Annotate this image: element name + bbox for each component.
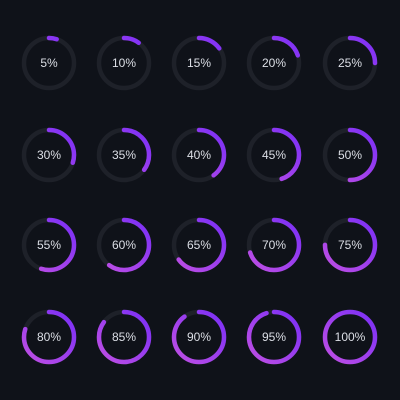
progress-ring: 70%: [246, 217, 302, 273]
progress-ring-label: 30%: [36, 148, 62, 162]
progress-ring-label: 85%: [111, 330, 137, 344]
progress-ring-label: 45%: [261, 148, 287, 162]
progress-ring-label: 50%: [337, 148, 363, 162]
progress-ring-arc: [171, 35, 227, 91]
progress-ring-graphic: [96, 127, 152, 183]
progress-ring-label: 65%: [186, 238, 212, 252]
progress-ring-arc: [21, 309, 77, 365]
progress-ring-label: 15%: [186, 56, 212, 70]
progress-ring-label: 70%: [261, 238, 287, 252]
progress-ring-graphic: [246, 127, 302, 183]
progress-ring-graphic: [322, 309, 378, 365]
progress-ring-graphic: [322, 35, 378, 91]
progress-ring: 40%: [171, 127, 227, 183]
progress-ring-label: 80%: [36, 330, 62, 344]
progress-ring-arc: [246, 127, 302, 183]
progress-ring-graphic: [246, 217, 302, 273]
progress-ring: 25%: [322, 35, 378, 91]
progress-ring: 50%: [322, 127, 378, 183]
progress-ring: 95%: [246, 309, 302, 365]
progress-ring-arc: [322, 217, 378, 273]
progress-ring-label: 40%: [186, 148, 212, 162]
progress-ring: 90%: [171, 309, 227, 365]
progress-ring-arc: [246, 309, 302, 365]
progress-ring-arc: [322, 309, 378, 365]
progress-ring: 35%: [96, 127, 152, 183]
progress-ring-arc: [322, 127, 378, 183]
progress-ring-arc: [21, 35, 77, 91]
progress-ring-graphic: [171, 309, 227, 365]
progress-ring-label: 35%: [111, 148, 137, 162]
progress-ring-arc: [246, 217, 302, 273]
progress-ring: 75%: [322, 217, 378, 273]
progress-ring-label: 60%: [111, 238, 137, 252]
progress-ring-graphic: [322, 127, 378, 183]
progress-ring-graphic: [21, 127, 77, 183]
progress-ring-graphic: [21, 309, 77, 365]
progress-ring: 15%: [171, 35, 227, 91]
progress-ring-arc: [96, 217, 152, 273]
progress-ring-graphic: [246, 309, 302, 365]
progress-ring-arc: [96, 127, 152, 183]
progress-ring-label: 95%: [261, 330, 287, 344]
progress-ring-graphic: [246, 35, 302, 91]
progress-ring: 65%: [171, 217, 227, 273]
progress-ring: 30%: [21, 127, 77, 183]
progress-ring: 5%: [21, 35, 77, 91]
progress-ring-graphic: [171, 127, 227, 183]
progress-ring: 80%: [21, 309, 77, 365]
progress-ring-label: 100%: [334, 330, 366, 344]
progress-ring-graphic: [96, 217, 152, 273]
progress-ring-arc: [171, 217, 227, 273]
progress-ring-graphic: [21, 35, 77, 91]
progress-ring-arc: [246, 35, 302, 91]
progress-ring-label: 55%: [36, 238, 62, 252]
progress-ring-arc: [171, 309, 227, 365]
progress-ring-graphic: [171, 217, 227, 273]
progress-ring-label: 20%: [261, 56, 287, 70]
progress-ring-label: 10%: [111, 56, 137, 70]
progress-ring-arc: [21, 217, 77, 273]
progress-ring-label: 25%: [337, 56, 363, 70]
progress-ring: 85%: [96, 309, 152, 365]
progress-ring: 100%: [322, 309, 378, 365]
progress-ring-graphic: [96, 309, 152, 365]
progress-ring-graphic: [21, 217, 77, 273]
progress-ring-arc: [322, 35, 378, 91]
progress-ring-graphic: [322, 217, 378, 273]
progress-ring-graphic: [96, 35, 152, 91]
progress-ring-label: 90%: [186, 330, 212, 344]
progress-ring: 45%: [246, 127, 302, 183]
progress-ring-arc: [171, 127, 227, 183]
progress-ring-arc: [21, 127, 77, 183]
progress-ring-label: 75%: [337, 238, 363, 252]
progress-ring: 55%: [21, 217, 77, 273]
progress-ring-arc: [96, 309, 152, 365]
progress-ring-label: 5%: [40, 56, 58, 70]
progress-ring-arc: [96, 35, 152, 91]
progress-ring: 20%: [246, 35, 302, 91]
progress-ring: 60%: [96, 217, 152, 273]
progress-ring-graphic: [171, 35, 227, 91]
progress-ring: 10%: [96, 35, 152, 91]
